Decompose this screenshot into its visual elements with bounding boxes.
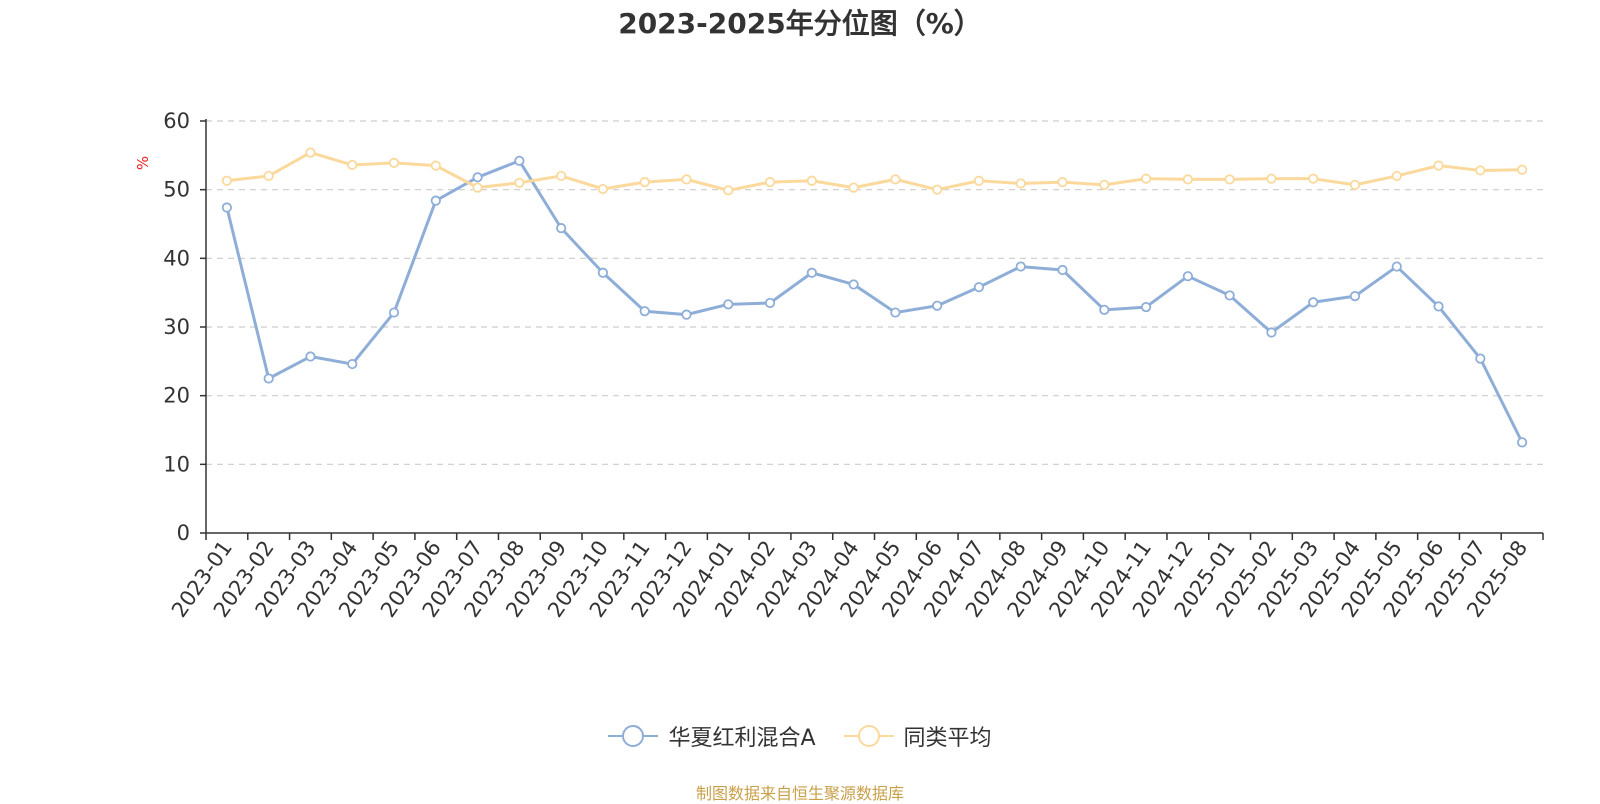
y-tick-label: 20 <box>163 384 190 408</box>
data-point-0[interactable] <box>1391 261 1402 272</box>
data-point-1[interactable] <box>472 182 483 193</box>
y-tick-label: 50 <box>163 178 190 202</box>
data-point-1[interactable] <box>932 184 943 195</box>
data-point-1[interactable] <box>1140 173 1152 184</box>
data-point-1[interactable] <box>1266 173 1277 184</box>
data-point-1[interactable] <box>723 185 734 196</box>
y-tick-label: 30 <box>163 315 190 339</box>
data-point-0[interactable] <box>890 307 901 318</box>
y-tick-label: 10 <box>163 452 190 476</box>
data-point-0[interactable] <box>1266 327 1277 338</box>
data-point-1[interactable] <box>430 160 441 171</box>
data-point-0[interactable] <box>597 267 609 278</box>
legend-swatch-average-icon <box>843 725 894 747</box>
legend-label-fund: 华夏红利混合A <box>668 726 816 751</box>
data-point-0[interactable] <box>1517 437 1528 448</box>
data-point-1[interactable] <box>639 177 650 188</box>
data-point-1[interactable] <box>1224 174 1235 185</box>
data-point-0[interactable] <box>764 297 776 309</box>
data-point-0[interactable] <box>932 300 943 311</box>
data-point-1[interactable] <box>597 183 609 195</box>
data-point-0[interactable] <box>723 299 734 310</box>
data-point-1[interactable] <box>973 175 985 186</box>
y-tick-label: 0 <box>177 521 190 545</box>
data-point-1[interactable] <box>514 177 525 188</box>
source-note: 制图数据来自恒生聚源数据库 <box>695 784 904 803</box>
chart-title: 2023-2025年分位图（%） <box>618 7 982 40</box>
data-point-0[interactable] <box>388 307 400 318</box>
data-point-1[interactable] <box>347 159 358 171</box>
data-point-1[interactable] <box>221 175 232 186</box>
legend: 华夏红利混合A 同类平均 <box>0 720 1600 752</box>
data-point-1[interactable] <box>1349 179 1361 190</box>
data-point-1[interactable] <box>1057 177 1068 188</box>
data-point-0[interactable] <box>347 358 358 370</box>
data-point-1[interactable] <box>764 177 776 188</box>
data-point-0[interactable] <box>556 223 567 234</box>
y-tick-label: 40 <box>163 246 190 270</box>
data-point-1[interactable] <box>1015 178 1026 189</box>
data-point-1[interactable] <box>556 170 567 182</box>
data-point-0[interactable] <box>1182 271 1193 282</box>
data-point-0[interactable] <box>1099 304 1110 315</box>
data-point-1[interactable] <box>263 170 274 182</box>
data-point-1[interactable] <box>848 182 859 193</box>
data-point-0[interactable] <box>263 373 274 384</box>
data-point-1[interactable] <box>1391 170 1402 182</box>
data-point-0[interactable] <box>1140 301 1152 313</box>
data-point-0[interactable] <box>1015 261 1026 272</box>
data-point-0[interactable] <box>681 309 692 320</box>
grid-lines <box>206 120 1543 465</box>
data-point-0[interactable] <box>1349 290 1361 302</box>
data-point-1[interactable] <box>1308 173 1319 184</box>
data-point-1[interactable] <box>681 174 692 185</box>
data-point-1[interactable] <box>1475 165 1486 176</box>
data-point-0[interactable] <box>430 195 441 206</box>
data-point-1[interactable] <box>1517 164 1528 175</box>
legend-item-fund[interactable]: 华夏红利混合A <box>608 720 816 752</box>
data-point-0[interactable] <box>514 155 525 166</box>
data-point-0[interactable] <box>806 267 817 278</box>
data-point-0[interactable] <box>973 282 985 293</box>
data-point-0[interactable] <box>1224 290 1235 301</box>
legend-label-average: 同类平均 <box>903 726 992 751</box>
data-point-1[interactable] <box>1182 174 1193 185</box>
data-point-1[interactable] <box>806 175 817 186</box>
legend-item-average[interactable]: 同类平均 <box>843 720 992 752</box>
data-point-1[interactable] <box>305 147 316 158</box>
data-point-0[interactable] <box>221 202 232 213</box>
series-line-0 <box>225 159 1524 444</box>
data-point-0[interactable] <box>848 279 859 290</box>
series-lines <box>221 147 1528 448</box>
series-line-1 <box>226 151 1523 192</box>
data-point-0[interactable] <box>1308 297 1319 308</box>
data-point-0[interactable] <box>1433 301 1444 312</box>
data-point-0[interactable] <box>1475 353 1486 364</box>
data-point-0[interactable] <box>1057 264 1068 276</box>
data-point-0[interactable] <box>639 306 650 317</box>
y-axis-unit-label: % <box>134 156 152 170</box>
data-point-1[interactable] <box>1433 160 1444 171</box>
data-point-1[interactable] <box>1099 179 1110 190</box>
data-point-1[interactable] <box>890 174 901 185</box>
data-point-0[interactable] <box>305 351 316 362</box>
legend-swatch-fund-icon <box>608 725 659 747</box>
data-point-0[interactable] <box>472 172 483 183</box>
data-point-1[interactable] <box>388 157 400 168</box>
y-tick-label: 60 <box>163 109 190 133</box>
